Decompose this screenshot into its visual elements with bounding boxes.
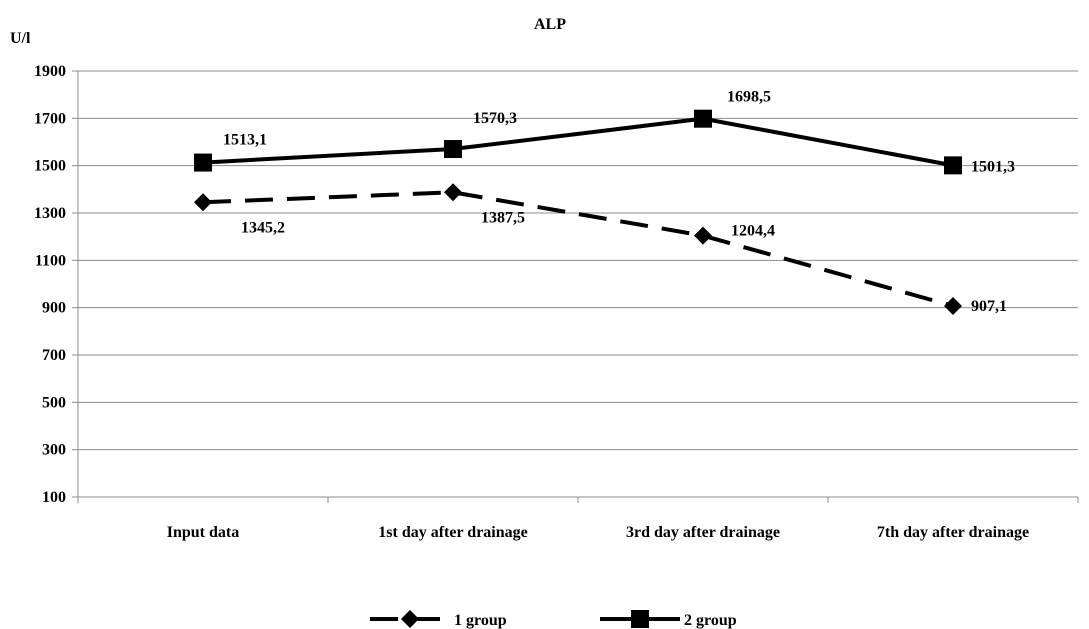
y-tick-label: 1900 — [34, 63, 66, 80]
y-tick-label: 1300 — [34, 205, 66, 222]
data-label: 1513,1 — [223, 132, 267, 149]
legend-item-1-group: 1 group — [370, 610, 507, 629]
data-labels: 1345,2 1387,5 1204,4 907,1 1513,1 1570,3 1698,… — [223, 89, 1015, 315]
legend: 1 group 2 group — [370, 610, 737, 629]
legend-label: 1 group — [454, 612, 507, 629]
data-label: 1570,3 — [473, 110, 517, 127]
data-point-diamond — [444, 183, 462, 202]
data-point-square — [694, 109, 712, 128]
x-tick-label: 1st day after drainage — [378, 524, 527, 541]
data-point-diamond — [944, 296, 962, 315]
series-line — [202, 116, 954, 168]
y-tick-label: 1500 — [34, 158, 66, 175]
data-point-square — [444, 140, 462, 159]
data-point-square — [944, 156, 962, 175]
data-label: 1698,5 — [727, 89, 771, 106]
x-tick-label: 3rd day after drainage — [626, 524, 780, 541]
y-tick-label: 500 — [42, 394, 66, 411]
data-label: 907,1 — [971, 298, 1007, 315]
legend-label: 2 group — [684, 612, 737, 629]
data-point-square — [631, 610, 649, 628]
y-tick-label: 1100 — [35, 252, 66, 269]
legend-item-2-group: 2 group — [600, 610, 737, 629]
y-axis-unit-label: U/l — [10, 30, 31, 47]
data-point-diamond — [401, 610, 419, 628]
series-line — [202, 190, 954, 308]
data-point-diamond — [694, 226, 712, 245]
y-tick-label: 300 — [42, 442, 66, 459]
series-2-group — [194, 109, 962, 175]
data-label: 1345,2 — [241, 219, 285, 236]
series-group — [194, 109, 962, 315]
axes — [72, 70, 1079, 503]
data-label: 1387,5 — [481, 209, 525, 226]
x-tick-label: Input data — [167, 524, 239, 541]
data-label: 1501,3 — [971, 158, 1015, 175]
y-tick-label: 700 — [42, 347, 66, 364]
y-tick-label: 900 — [42, 300, 66, 317]
y-tick-label: 100 — [42, 489, 66, 506]
data-point-square — [194, 153, 212, 172]
y-tick-labels: 100 300 500 700 900 1100 1300 1500 1700 1900 — [34, 63, 66, 506]
x-tick-labels: Input data 1st day after drainage 3rd day … — [167, 524, 1029, 541]
chart-title: ALP — [534, 16, 566, 33]
gridlines — [78, 70, 1078, 451]
data-point-diamond — [194, 193, 212, 212]
series-1-group — [194, 183, 962, 315]
data-label: 1204,4 — [731, 223, 775, 240]
y-tick-label: 1700 — [34, 110, 66, 127]
x-tick-label: 7th day after drainage — [877, 524, 1029, 541]
